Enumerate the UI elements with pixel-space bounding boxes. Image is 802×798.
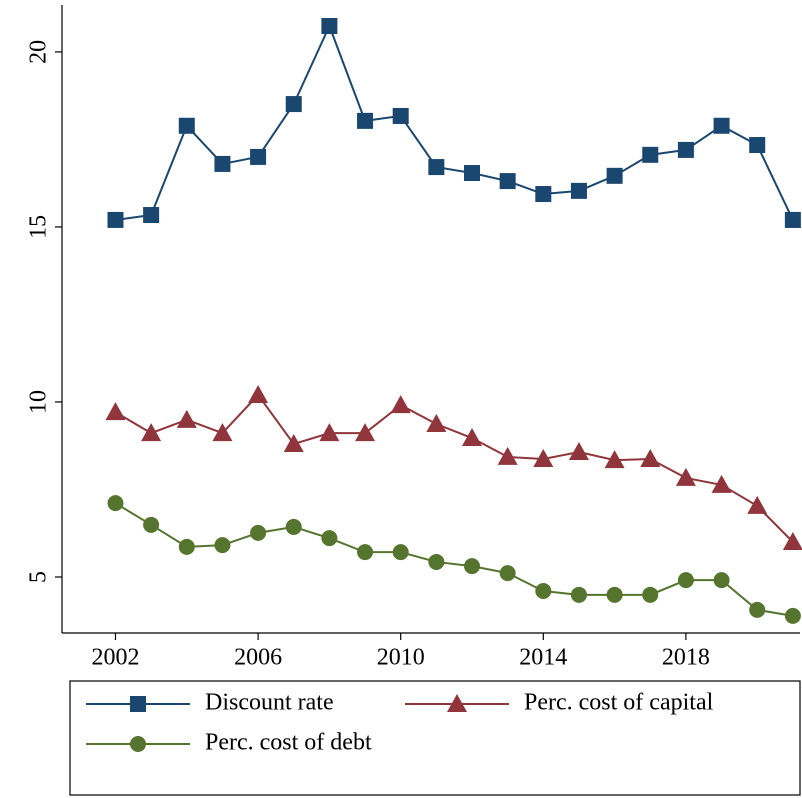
x-tick-label: 2006 — [234, 645, 282, 671]
marker — [677, 572, 694, 589]
marker — [426, 414, 447, 433]
marker — [250, 524, 267, 541]
legend-label: Perc. cost of capital — [524, 690, 714, 716]
marker — [143, 516, 160, 533]
marker — [283, 433, 304, 452]
marker — [570, 182, 587, 199]
marker — [107, 211, 124, 228]
marker — [749, 601, 766, 618]
marker — [214, 155, 231, 172]
legend-marker — [130, 736, 146, 752]
marker — [747, 495, 768, 514]
marker — [713, 117, 730, 134]
marker — [640, 449, 661, 468]
marker — [499, 565, 516, 582]
legend-label: Perc. cost of debt — [205, 730, 372, 756]
marker — [285, 96, 302, 113]
marker — [428, 159, 445, 176]
marker — [285, 518, 302, 535]
marker — [392, 544, 409, 561]
x-tick-label: 2014 — [519, 645, 567, 671]
legend-box — [69, 680, 801, 796]
marker — [107, 495, 124, 512]
marker — [321, 530, 338, 547]
legend-marker — [130, 696, 146, 712]
x-tick-label: 2010 — [377, 645, 425, 671]
marker — [143, 207, 160, 224]
y-tick-label: 5 — [26, 571, 52, 583]
marker — [570, 586, 587, 603]
marker — [568, 442, 589, 461]
marker — [141, 423, 162, 442]
marker — [178, 117, 195, 134]
marker — [105, 402, 126, 421]
y-tick-label: 20 — [26, 40, 52, 64]
marker — [355, 423, 376, 442]
marker — [357, 112, 374, 129]
marker — [178, 538, 195, 555]
marker — [713, 572, 730, 589]
x-tick-label: 2018 — [662, 645, 710, 671]
marker — [642, 586, 659, 603]
legend-marker — [447, 694, 467, 712]
legend-label: Discount rate — [205, 690, 334, 716]
marker — [675, 467, 696, 486]
marker — [212, 423, 233, 442]
marker — [250, 148, 267, 165]
marker — [499, 173, 516, 190]
marker — [357, 544, 374, 561]
series-line — [114, 393, 794, 543]
marker — [428, 553, 445, 570]
marker — [464, 165, 480, 182]
marker — [321, 18, 338, 35]
marker — [248, 384, 269, 403]
marker — [390, 395, 411, 414]
marker — [533, 449, 554, 468]
marker — [711, 474, 732, 493]
marker — [464, 558, 480, 575]
marker — [604, 450, 625, 469]
marker — [214, 537, 231, 554]
marker — [392, 107, 409, 124]
marker — [606, 167, 623, 184]
marker — [677, 141, 694, 158]
marker — [535, 186, 552, 203]
marker — [535, 582, 552, 599]
x-tick-label: 2002 — [91, 645, 139, 671]
marker — [784, 607, 801, 624]
marker — [606, 586, 623, 603]
marker — [782, 531, 802, 550]
marker — [462, 428, 482, 447]
marker — [784, 211, 801, 228]
marker — [749, 137, 766, 154]
marker — [642, 146, 659, 163]
marker — [176, 409, 197, 428]
marker — [497, 446, 518, 465]
marker — [319, 423, 340, 442]
y-tick-label: 15 — [26, 215, 52, 239]
y-tick-label: 10 — [26, 390, 52, 414]
